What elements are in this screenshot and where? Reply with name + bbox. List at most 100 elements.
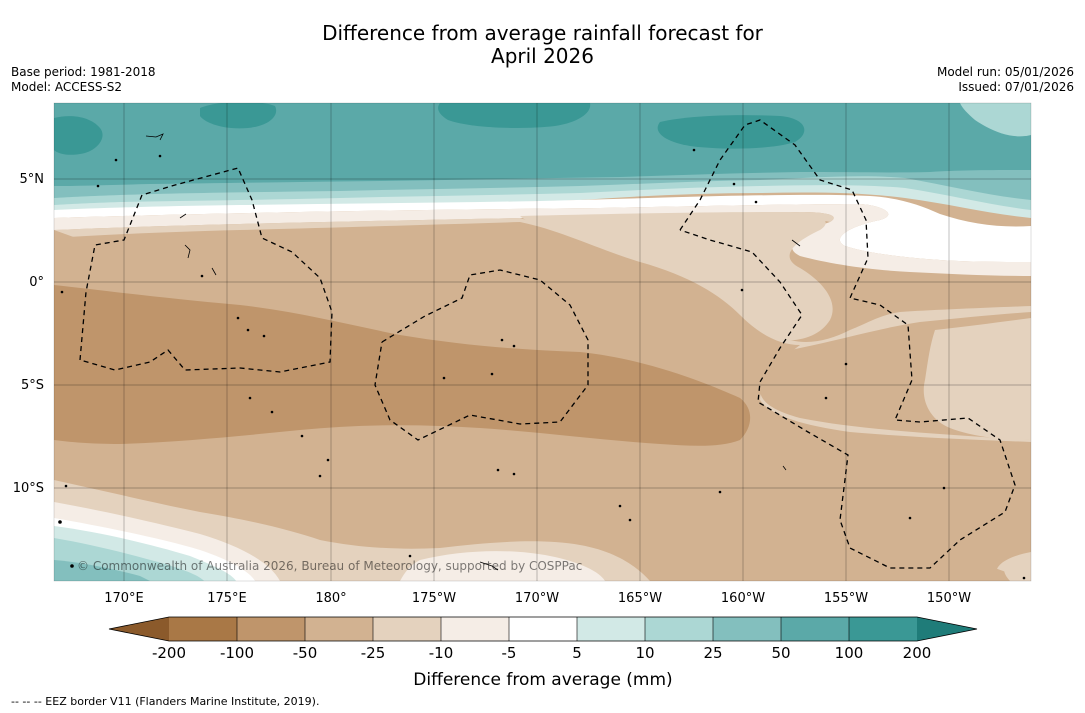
colorbar-tick: 50 [771, 644, 790, 662]
eez-border-line-islands [679, 119, 1016, 569]
island-dot [824, 396, 828, 400]
island-dot [618, 504, 622, 508]
island-dot [60, 290, 64, 294]
island-dot [908, 516, 912, 520]
colorbar-tick: -5 [502, 644, 517, 662]
island-dot [512, 344, 516, 348]
colorbar-bin [441, 617, 509, 641]
eez-borders [79, 119, 1016, 569]
island-dot [246, 328, 250, 332]
contour-band-dry-25-se [923, 318, 1031, 440]
island-dot [692, 148, 696, 152]
eez-border-note: -- -- -- EEZ border V11 (Flanders Marine… [11, 695, 320, 708]
colorbar-tick: -50 [293, 644, 318, 662]
island-dot [442, 376, 446, 380]
chart-title: Difference from average rainfall forecas… [0, 22, 1085, 68]
chart-title-line1: Difference from average rainfall forecas… [322, 21, 763, 45]
island-outline [145, 133, 164, 141]
island-dot [300, 434, 304, 438]
base-period: Base period: 1981-2018 [11, 65, 156, 79]
colorbar-bin [169, 617, 237, 641]
island-dot [262, 334, 266, 338]
island-dot [70, 564, 74, 568]
lon-label-160w: 160°W [721, 591, 765, 606]
contour-band-wet-200 [200, 103, 277, 129]
island-dot [740, 288, 744, 292]
map-frame [53, 102, 1032, 582]
colorbar-bin [237, 617, 305, 641]
island-dot [326, 458, 330, 462]
island-dot [158, 154, 162, 158]
island-dot [718, 490, 722, 494]
island-outline [791, 239, 801, 247]
lon-label-170w: 170°W [515, 591, 559, 606]
island-dot [490, 372, 494, 376]
colorbar-bin [645, 617, 713, 641]
colorbar-title: Difference from average (mm) [413, 670, 672, 690]
lat-labels: 5°N 0° 5°S 10°S [13, 172, 44, 496]
island-dot [64, 484, 68, 488]
lon-label-175e: 175°E [207, 591, 247, 606]
lon-label-170e: 170°E [104, 591, 144, 606]
chart-title-line2: April 2026 [491, 44, 594, 68]
island-dot [512, 472, 516, 476]
contour-band-wet-50-sw [54, 560, 150, 581]
colorbar-tick: 25 [703, 644, 722, 662]
contour-band-wet-200 [54, 116, 103, 155]
eez-border-kiribati-gilberts [79, 167, 333, 373]
colorbar-tick: 5 [572, 644, 582, 662]
island-dot [58, 520, 62, 524]
colorbar-outline [108, 616, 978, 642]
island-dot [628, 518, 632, 522]
lon-labels: 170°E 175°E 180° 175°W 170°W 165°W 160°W… [104, 591, 971, 606]
island-outline [184, 244, 191, 259]
colorbar-bin [509, 617, 577, 641]
island-dot [844, 362, 848, 366]
island-dot [942, 486, 946, 490]
colorbar-extend-low [109, 617, 169, 641]
colorbar-tick: 10 [635, 644, 654, 662]
model-run: Model run: 05/01/2026 [936, 65, 1074, 79]
lat-label-0: 0° [29, 275, 44, 290]
colorbar-tick-labels: -200 -100 -50 -25 -10 -5 5 10 25 50 100 … [152, 644, 931, 662]
island-dot [114, 158, 118, 162]
island-dot [200, 274, 204, 278]
issued-date: Issued: 07/01/2026 [958, 80, 1074, 94]
colorbar-bin [849, 617, 917, 641]
copyright-notice: © Commonwealth of Australia 2026, Bureau… [77, 559, 582, 573]
lat-label-5s: 5°S [21, 378, 44, 393]
island-dot [500, 338, 504, 342]
colorbar-bin [577, 617, 645, 641]
colorbar-bin [305, 617, 373, 641]
island-dot [496, 468, 500, 472]
colorbar-dividers [236, 617, 850, 641]
contour-layers [54, 103, 1031, 581]
colorbar-bin [781, 617, 849, 641]
colorbar-extend-high [917, 617, 977, 641]
lon-label-150w: 150°W [927, 591, 971, 606]
lon-label-155w: 155°W [824, 591, 868, 606]
island-dot [732, 182, 736, 186]
colorbar-tick: -200 [152, 644, 186, 662]
island-dot [1022, 576, 1026, 580]
island-dot [754, 200, 758, 204]
lon-label-165w: 165°W [618, 591, 662, 606]
colorbar-bin [373, 617, 441, 641]
contour-band-wet-light-ne [960, 103, 1031, 137]
island-outline [782, 465, 787, 471]
meta-right: Model run: 05/01/2026 Issued: 07/01/2026 [937, 65, 1074, 95]
island-dot [236, 316, 240, 320]
contour-band-wet-200 [438, 103, 591, 128]
contour-band-wet-200 [657, 115, 805, 149]
colorbar [108, 616, 978, 642]
colorbar-tick: -10 [429, 644, 454, 662]
island-dot [408, 554, 412, 558]
colorbar-tick: -100 [220, 644, 254, 662]
map-panel[interactable]: © Commonwealth of Australia 2026, Bureau… [53, 102, 1032, 582]
island-outline [211, 267, 217, 276]
colorbar-tick: -25 [361, 644, 386, 662]
island-dot [96, 184, 100, 188]
lon-label-180: 180° [315, 591, 346, 606]
lat-label-10s: 10°S [13, 481, 44, 496]
